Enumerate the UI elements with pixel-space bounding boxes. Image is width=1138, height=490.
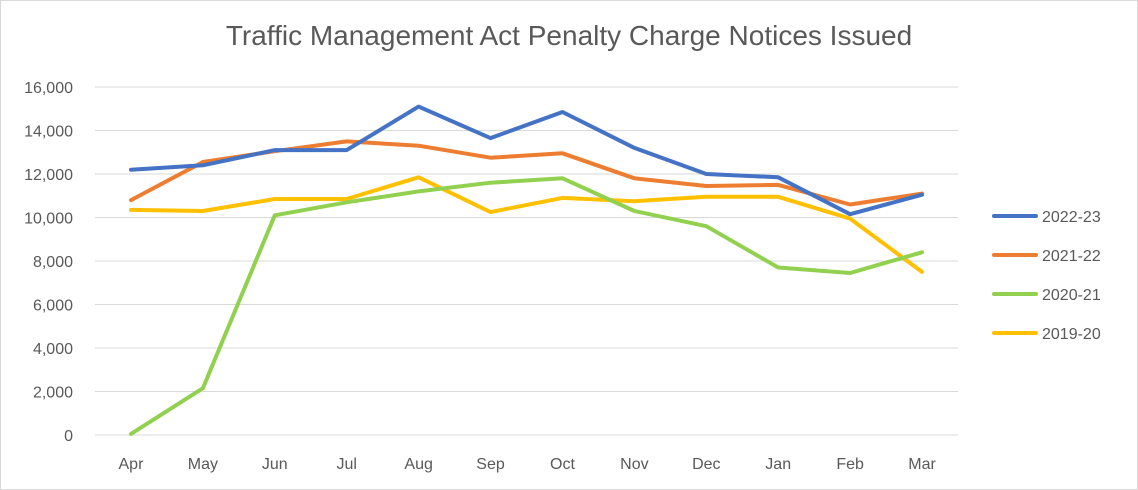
legend-label: 2019-20 xyxy=(1042,326,1101,343)
y-axis-tick-labels: 0 2,000 4,000 6,000 8,000 10,000 12,000 14,000 1… xyxy=(24,80,73,445)
x-tick-label: Jul xyxy=(336,456,356,473)
legend-label: 2022-23 xyxy=(1042,209,1101,226)
legend-label: 2021-22 xyxy=(1042,248,1101,265)
x-tick-label: Aug xyxy=(404,456,432,473)
series-line-2020-21 xyxy=(129,176,924,436)
x-tick-label: Nov xyxy=(620,456,648,473)
series-line-2019-20 xyxy=(129,175,924,274)
y-tick-label: 12,000 xyxy=(24,167,73,184)
series-line-2022-23 xyxy=(129,104,924,217)
y-tick-label: 16,000 xyxy=(24,80,73,97)
x-tick-label: Dec xyxy=(692,456,720,473)
x-tick-label: Mar xyxy=(908,456,936,473)
x-tick-label: Apr xyxy=(119,456,145,473)
x-axis-tick-labels: Apr May Jun Jul Aug Sep Oct Nov Dec Jan Feb Mar xyxy=(119,456,937,473)
y-tick-label: 4,000 xyxy=(33,341,73,358)
y-tick-label: 8,000 xyxy=(33,254,73,271)
legend: 2022-23 2021-22 2020-21 2019-20 xyxy=(992,209,1101,343)
x-tick-label: Sep xyxy=(476,456,505,473)
x-tick-label: May xyxy=(188,456,218,473)
chart-title: Traffic Management Act Penalty Charge No… xyxy=(225,20,913,51)
gridlines xyxy=(95,86,958,436)
y-tick-label: 6,000 xyxy=(33,298,73,315)
x-tick-label: Feb xyxy=(836,456,864,473)
series-lines xyxy=(129,104,924,436)
y-tick-label: 14,000 xyxy=(24,124,73,141)
x-tick-label: Oct xyxy=(550,456,575,473)
x-tick-label: Jan xyxy=(765,456,791,473)
series-line-2021-22 xyxy=(129,139,924,207)
y-tick-label: 0 xyxy=(64,428,73,445)
y-tick-label: 10,000 xyxy=(24,211,73,228)
legend-label: 2020-21 xyxy=(1042,287,1101,304)
x-tick-label: Jun xyxy=(262,456,288,473)
y-tick-label: 2,000 xyxy=(33,385,73,402)
